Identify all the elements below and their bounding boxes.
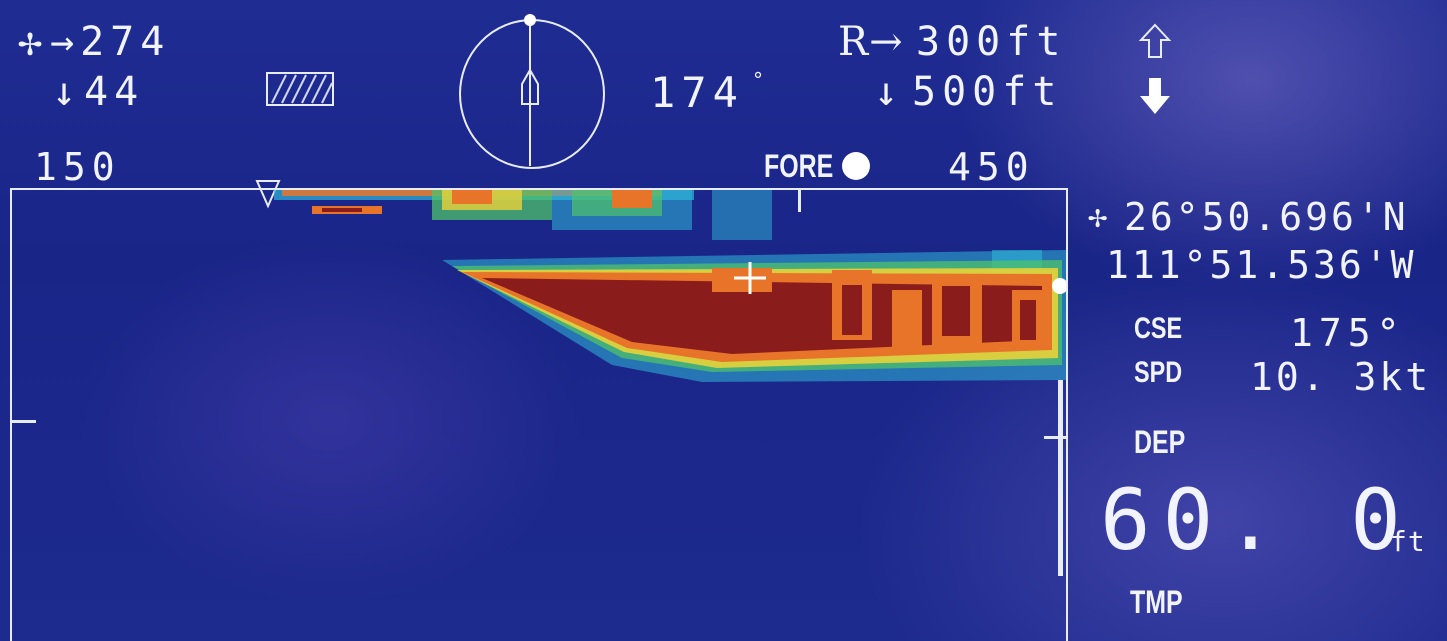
left-depth-tick [12, 420, 36, 423]
scale-right-value: 450 [948, 145, 1035, 189]
degree-symbol: ° [752, 68, 765, 92]
marker-triangle-icon [255, 180, 281, 209]
echo-display[interactable] [10, 188, 1068, 641]
center-tick [798, 190, 801, 212]
depth-scale-bar [1058, 380, 1063, 576]
range-to-target: →274 [50, 19, 171, 65]
cse-value: 175° [1290, 311, 1406, 355]
fore-label: FORE [764, 148, 834, 184]
fore-dot-icon [842, 152, 870, 180]
scale-left-value: 150 [34, 145, 121, 189]
spd-label: SPD [1134, 356, 1183, 389]
hatched-box-icon [266, 72, 334, 106]
down-arrow-filled-icon[interactable] [1138, 76, 1172, 116]
right-depth-tick [1044, 436, 1068, 439]
crosshair-icon: ✢ [1088, 197, 1108, 235]
dep-value: 60. 0 [1100, 471, 1413, 569]
latitude: 26°50.696'N [1124, 195, 1409, 239]
range-setting-value: 300ft [916, 19, 1067, 65]
down-arrow-icon: ↓ [874, 69, 905, 115]
spd-value: 10. 3kt [1250, 355, 1432, 399]
cse-label: CSE [1134, 312, 1183, 345]
longitude: 111°51.536'W [1106, 243, 1417, 287]
range-label: R→ [838, 19, 904, 65]
depth-setting-value: 500ft [912, 69, 1063, 115]
dep-label: DEP [1134, 424, 1186, 460]
crosshair-icon: ✢ [18, 19, 49, 65]
fish-echo-image [274, 190, 1066, 382]
ship-compass-icon [459, 14, 605, 169]
dep-unit: ft [1390, 525, 1426, 558]
down-arrow-icon: ↓ [52, 69, 83, 115]
compass-heading: 174 [650, 68, 744, 117]
up-arrow-outline-icon[interactable] [1138, 22, 1172, 60]
depth-to-target: 44 [84, 69, 145, 115]
tmp-label: TMP [1130, 584, 1183, 620]
